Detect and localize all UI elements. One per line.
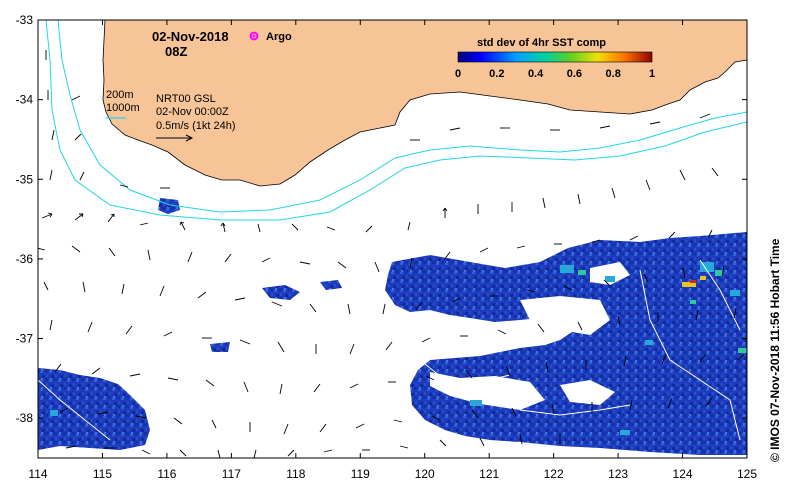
- lon-tick-label: 118: [286, 467, 305, 481]
- colorbar-tick-label: 0.2: [489, 68, 504, 80]
- sst-data-layer: [38, 198, 747, 455]
- map-date: 02-Nov-2018: [152, 29, 229, 44]
- lon-tick-label: 123: [608, 467, 628, 481]
- colorbar-tick-label: 0.4: [528, 68, 544, 80]
- lat-tick-label: -35: [16, 172, 34, 186]
- contour-label-200m: 200m: [106, 89, 134, 101]
- colorbar-tick-label: 1: [649, 68, 655, 80]
- lon-tick-label: 125: [737, 467, 757, 481]
- colorbar: std dev of 4hr SST comp 0 0.2 0.4 0.6 0.8 1: [455, 37, 655, 80]
- plot-border: [37, 19, 748, 459]
- lon-tick-label: 124: [673, 467, 693, 481]
- lon-tick-label: 117: [222, 467, 241, 481]
- axis-ticks: 114 115 116 117 118 119 120 121 122 123 124 125 -33 -…: [16, 13, 758, 481]
- lat-tick-label: -36: [16, 252, 34, 266]
- lat-tick-label: -37: [16, 332, 34, 346]
- current-scale-label: 0.5m/s (1kt 24h): [156, 120, 235, 132]
- colorbar-tick-label: 0.6: [567, 68, 582, 80]
- colorbar-ticks: 0 0.2 0.4 0.6 0.8 1: [455, 68, 655, 80]
- bathymetry-contours: [45, 20, 747, 221]
- lon-tick-label: 122: [544, 467, 564, 481]
- current-time-label: 02-Nov 00:00Z: [156, 106, 229, 118]
- argo-label: Argo: [266, 31, 292, 43]
- colorbar-gradient: [457, 51, 653, 63]
- lat-tick-label: -33: [16, 13, 34, 27]
- colorbar-tick-label: 0: [455, 68, 461, 80]
- current-vectors: [38, 50, 745, 458]
- colorbar-title: std dev of 4hr SST comp: [477, 37, 606, 49]
- lon-tick-label: 120: [415, 467, 435, 481]
- lat-tick-label: -38: [16, 411, 34, 425]
- lon-tick-label: 121: [479, 467, 499, 481]
- map-hour: 08Z: [165, 44, 187, 59]
- contour-1000m: [45, 20, 747, 221]
- imos-credit: © IMOS 07-Nov-2018 11:56 Hobart Time: [768, 238, 782, 462]
- current-model-label: NRT00 GSL: [156, 93, 216, 105]
- lon-tick-label: 114: [28, 467, 47, 481]
- lon-tick-label: 119: [351, 467, 370, 481]
- lat-tick-label: -34: [16, 93, 34, 107]
- argo-legend: Argo: [249, 31, 292, 43]
- front-lines: [38, 259, 741, 441]
- lon-tick-label: 116: [157, 467, 176, 481]
- lon-tick-label: 115: [93, 467, 112, 481]
- contour-label-1000m: 1000m: [106, 102, 140, 114]
- contour-200m: [57, 20, 747, 213]
- colorbar-tick-label: 0.8: [606, 68, 621, 80]
- scale-arrow-icon: [156, 134, 194, 142]
